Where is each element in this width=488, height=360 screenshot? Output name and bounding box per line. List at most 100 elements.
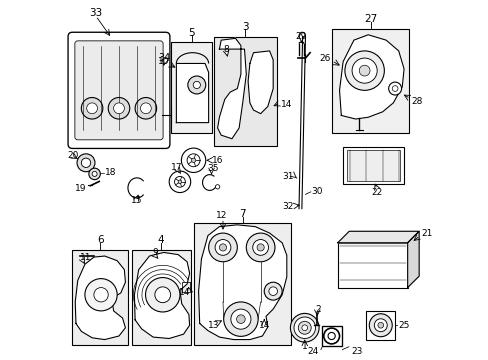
Bar	[346, 149, 400, 181]
Circle shape	[388, 82, 401, 95]
Text: 31: 31	[282, 172, 293, 181]
Polygon shape	[75, 256, 125, 339]
Circle shape	[145, 278, 180, 312]
Text: 14: 14	[281, 100, 292, 109]
Text: 32: 32	[282, 202, 293, 211]
Bar	[72, 250, 128, 345]
Text: 27: 27	[364, 14, 377, 24]
Text: 4: 4	[158, 235, 164, 245]
Circle shape	[219, 244, 226, 251]
Circle shape	[208, 233, 237, 262]
Circle shape	[246, 233, 274, 262]
Text: 29: 29	[295, 32, 306, 41]
Polygon shape	[176, 63, 208, 123]
Text: 7: 7	[239, 209, 245, 219]
Circle shape	[215, 185, 219, 189]
Text: 12: 12	[215, 211, 226, 220]
Circle shape	[135, 98, 156, 119]
Bar	[343, 147, 403, 184]
Polygon shape	[247, 51, 273, 114]
Circle shape	[174, 176, 185, 187]
Circle shape	[178, 180, 182, 184]
Bar	[366, 311, 394, 339]
Circle shape	[344, 51, 384, 90]
Circle shape	[298, 321, 310, 334]
Circle shape	[181, 148, 205, 172]
Circle shape	[323, 328, 339, 344]
Circle shape	[81, 98, 102, 119]
Circle shape	[368, 314, 391, 337]
Polygon shape	[217, 39, 246, 139]
Text: 24: 24	[307, 347, 319, 356]
Text: 20: 20	[67, 151, 79, 160]
Text: 2: 2	[315, 305, 321, 314]
Text: 26: 26	[319, 54, 330, 63]
Circle shape	[215, 239, 230, 255]
Text: 23: 23	[351, 347, 362, 356]
Circle shape	[377, 322, 383, 328]
Polygon shape	[337, 231, 418, 243]
Bar	[321, 326, 341, 346]
Circle shape	[77, 154, 95, 172]
Bar	[332, 30, 408, 134]
Text: 35: 35	[207, 164, 219, 173]
Text: 6: 6	[97, 235, 103, 245]
Text: 9: 9	[152, 248, 158, 257]
Polygon shape	[407, 231, 418, 288]
Text: 19: 19	[74, 184, 86, 193]
Circle shape	[108, 98, 129, 119]
Text: 33: 33	[89, 8, 102, 18]
Circle shape	[327, 332, 335, 339]
Circle shape	[391, 86, 397, 91]
Circle shape	[257, 244, 264, 251]
Circle shape	[86, 103, 97, 114]
Bar	[214, 37, 276, 146]
Text: 30: 30	[311, 187, 323, 196]
Polygon shape	[198, 225, 286, 339]
Text: 18: 18	[104, 168, 116, 177]
Circle shape	[155, 287, 170, 303]
Text: 1: 1	[301, 342, 307, 351]
Text: 25: 25	[397, 321, 408, 330]
Circle shape	[290, 314, 319, 342]
Circle shape	[169, 171, 190, 193]
Circle shape	[140, 103, 151, 114]
Polygon shape	[134, 252, 189, 338]
Circle shape	[301, 325, 307, 330]
Bar	[337, 243, 407, 288]
Bar	[194, 223, 290, 345]
Circle shape	[191, 158, 195, 162]
Circle shape	[92, 171, 97, 176]
Circle shape	[264, 282, 282, 300]
Text: 34: 34	[159, 53, 171, 63]
Text: 21: 21	[420, 229, 431, 238]
Circle shape	[223, 302, 258, 336]
Circle shape	[187, 76, 205, 94]
Text: 15: 15	[131, 196, 142, 205]
Text: 3: 3	[242, 22, 248, 32]
Text: 28: 28	[410, 96, 422, 105]
Circle shape	[351, 58, 376, 83]
Text: 13: 13	[208, 321, 219, 330]
Polygon shape	[339, 35, 403, 119]
Circle shape	[89, 168, 100, 180]
Circle shape	[94, 288, 108, 302]
Circle shape	[113, 103, 124, 114]
Text: 16: 16	[211, 156, 223, 165]
Text: 22: 22	[371, 188, 382, 197]
Text: 11: 11	[80, 253, 91, 262]
Circle shape	[81, 158, 90, 167]
Text: 8: 8	[223, 45, 229, 54]
Circle shape	[268, 287, 277, 296]
FancyBboxPatch shape	[68, 32, 169, 148]
Text: 5: 5	[188, 28, 195, 38]
Circle shape	[359, 65, 369, 76]
Text: 10: 10	[157, 57, 169, 66]
Bar	[131, 250, 190, 345]
Text: 14: 14	[258, 321, 269, 330]
Circle shape	[230, 309, 250, 329]
Text: 17: 17	[170, 163, 182, 172]
Circle shape	[236, 315, 244, 323]
Circle shape	[293, 317, 315, 338]
Circle shape	[187, 154, 200, 167]
